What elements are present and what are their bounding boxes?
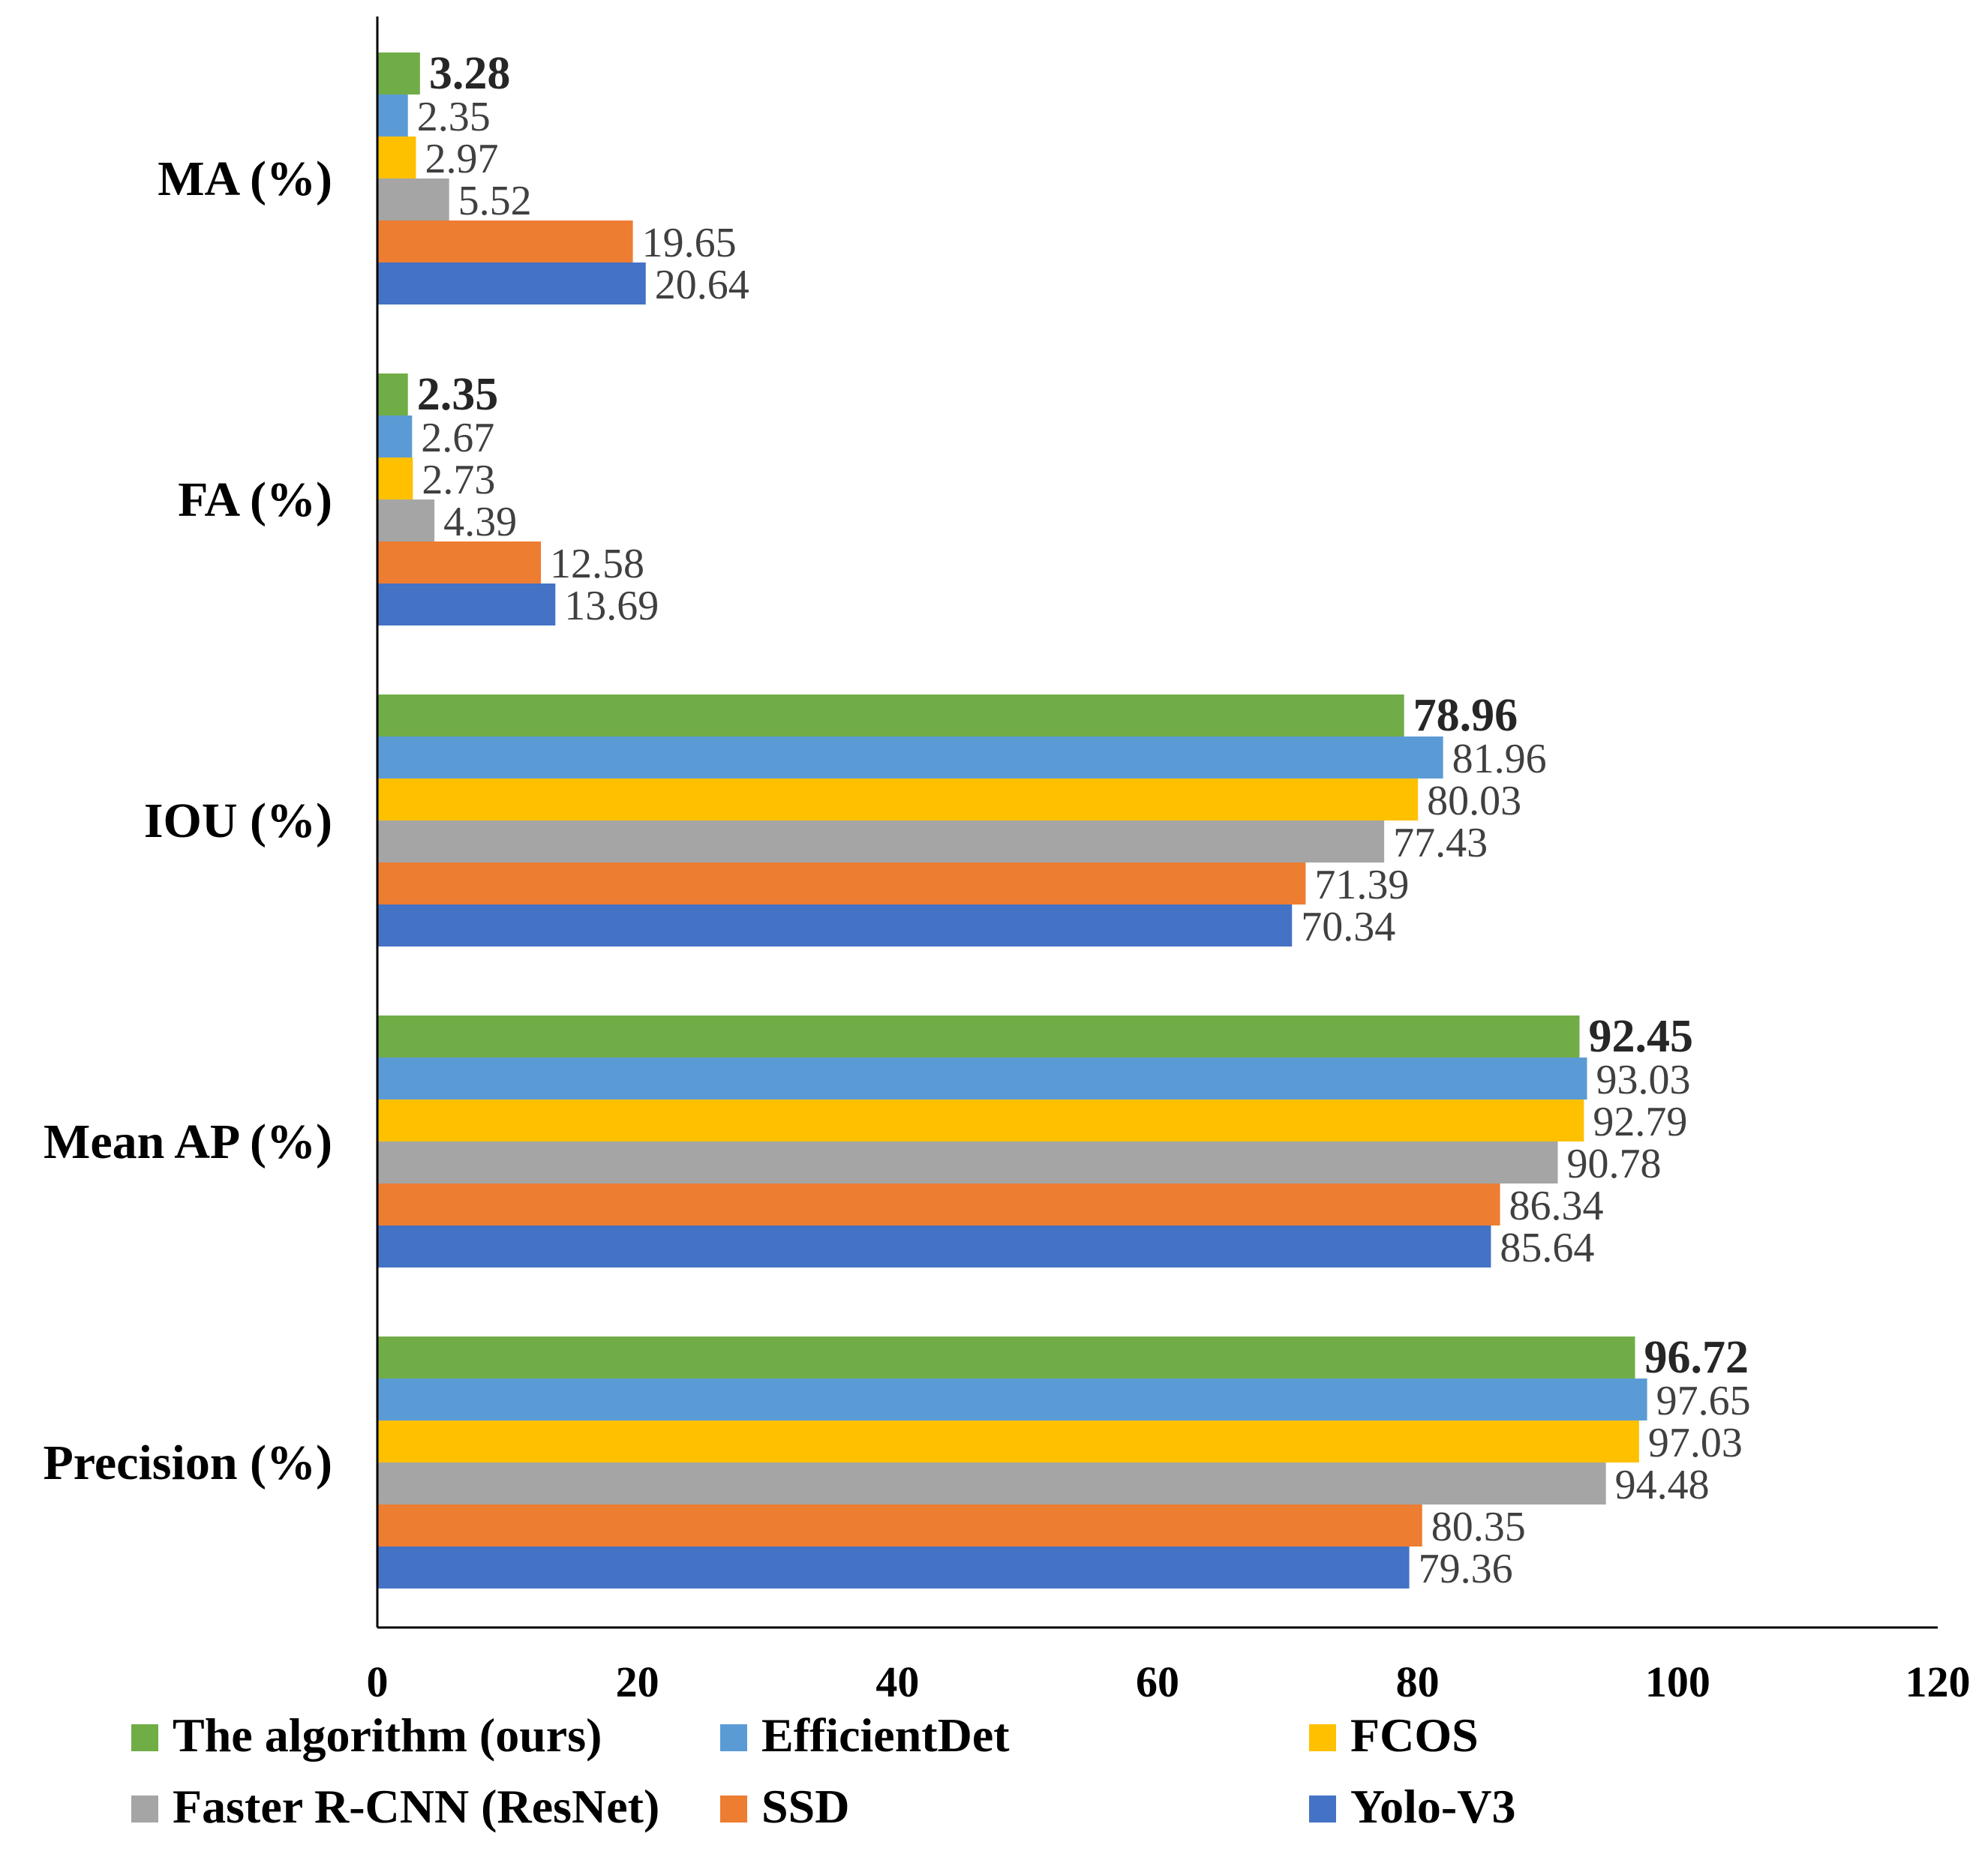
bar-1-3 — [377, 694, 1404, 736]
bars-layer — [377, 52, 1647, 1588]
x-tick-label: 100 — [1645, 1658, 1710, 1706]
legend-label: EfficientDet — [761, 1708, 1010, 1762]
bar-1-5 — [377, 1336, 1635, 1378]
x-tick-label: 0 — [367, 1658, 389, 1706]
bar-1-2 — [377, 374, 408, 416]
value-label: 92.45 — [1588, 1011, 1693, 1062]
legend-label: Yolo-V3 — [1350, 1780, 1515, 1833]
value-label: 97.65 — [1656, 1378, 1751, 1424]
bar-2-5 — [377, 1378, 1647, 1420]
bar-1-4 — [377, 1016, 1580, 1058]
bar-4-2 — [377, 500, 435, 542]
value-label: 2.35 — [417, 369, 499, 420]
value-label: 70.34 — [1301, 904, 1395, 950]
value-label: 2.73 — [422, 457, 495, 503]
bar-5-2 — [377, 542, 542, 584]
value-label: 80.35 — [1431, 1504, 1526, 1550]
category-labels-layer: MA (%) FA (%) IOU (%) Mean AP (%) Precision … — [43, 152, 332, 1490]
value-label: 71.39 — [1314, 862, 1409, 908]
legend-label: The algorithm (ours) — [173, 1708, 602, 1762]
value-label: 80.03 — [1427, 778, 1521, 824]
legend-swatch — [1309, 1796, 1336, 1822]
bar-6-4 — [377, 1226, 1491, 1268]
bar-5-4 — [377, 1184, 1500, 1226]
value-label: 90.78 — [1567, 1141, 1662, 1187]
bar-2-4 — [377, 1058, 1587, 1100]
bar-4-4 — [377, 1142, 1558, 1184]
value-label: 2.67 — [421, 415, 494, 461]
legend-swatch — [720, 1724, 747, 1751]
value-label: 2.35 — [417, 94, 491, 140]
value-label: 4.39 — [443, 499, 517, 545]
legend-swatch — [720, 1796, 747, 1822]
x-tick-label: 20 — [616, 1658, 659, 1706]
bar-3-4 — [377, 1100, 1584, 1142]
bar-6-1 — [377, 262, 646, 304]
value-label: 19.65 — [642, 220, 737, 266]
x-tick-label: 40 — [875, 1658, 919, 1706]
value-label: 13.69 — [564, 583, 659, 629]
bar-1-1 — [377, 52, 420, 94]
value-labels-layer: 3.282.352.975.5219.6520.642.352.672.734.… — [417, 48, 1751, 1592]
bar-6-5 — [377, 1546, 1410, 1588]
category-label: FA (%) — [178, 472, 332, 527]
value-label: 97.03 — [1648, 1420, 1743, 1466]
x-tick-labels: 0 20 40 60 80 100 120 — [367, 1658, 1971, 1706]
value-label: 12.58 — [550, 541, 644, 587]
value-label: 5.52 — [458, 178, 532, 224]
bar-6-2 — [377, 584, 556, 626]
bar-4-3 — [377, 820, 1385, 862]
legend-label: Faster R-CNN (ResNet) — [173, 1780, 659, 1833]
bar-5-3 — [377, 862, 1306, 904]
bar-4-1 — [377, 178, 449, 220]
value-label: 81.96 — [1452, 736, 1547, 782]
x-tick-label: 60 — [1136, 1658, 1179, 1706]
value-label: 96.72 — [1644, 1332, 1749, 1383]
category-label: Precision (%) — [43, 1436, 332, 1490]
legend-label: SSD — [761, 1780, 849, 1833]
category-label: IOU (%) — [144, 794, 332, 848]
legend-swatch — [1309, 1724, 1336, 1751]
category-label: Mean AP (%) — [44, 1114, 332, 1169]
bar-5-1 — [377, 220, 633, 262]
bar-2-2 — [377, 416, 413, 458]
value-label: 79.36 — [1419, 1546, 1513, 1592]
legend-label: FCOS — [1350, 1708, 1479, 1762]
x-tick-label: 120 — [1905, 1658, 1971, 1706]
value-label: 93.03 — [1596, 1057, 1691, 1103]
value-label: 77.43 — [1393, 820, 1488, 866]
bar-3-3 — [377, 778, 1419, 820]
value-label: 86.34 — [1509, 1183, 1604, 1229]
legend-swatch — [131, 1724, 158, 1751]
category-label: MA (%) — [158, 152, 332, 206]
bar-3-5 — [377, 1420, 1639, 1462]
bar-5-5 — [377, 1504, 1422, 1546]
value-label: 20.64 — [655, 262, 749, 308]
bar-3-1 — [377, 136, 416, 178]
value-label: 94.48 — [1615, 1462, 1710, 1508]
value-label: 78.96 — [1413, 690, 1518, 741]
value-label: 2.97 — [425, 136, 498, 182]
bar-3-2 — [377, 458, 413, 500]
value-label: 85.64 — [1500, 1225, 1594, 1271]
x-tick-label: 80 — [1396, 1658, 1440, 1706]
bar-2-1 — [377, 94, 408, 136]
bar-4-5 — [377, 1462, 1606, 1504]
legend: The algorithm (ours) EfficientDet FCOS Fast… — [131, 1708, 1515, 1833]
value-label: 3.28 — [429, 48, 511, 99]
legend-swatch — [131, 1796, 158, 1822]
value-label: 92.79 — [1593, 1099, 1687, 1145]
bar-6-3 — [377, 904, 1293, 946]
bar-2-3 — [377, 736, 1443, 778]
